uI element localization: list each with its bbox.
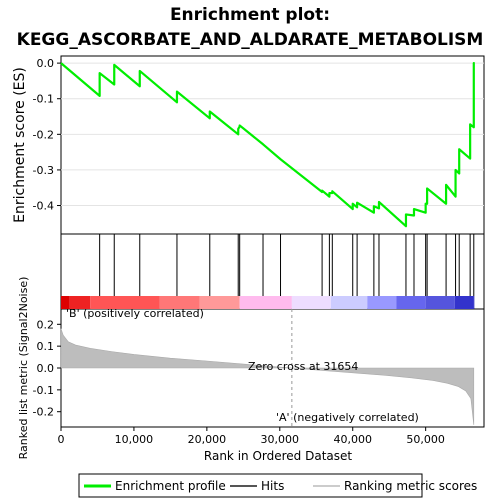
ranking-metric-area xyxy=(60,328,475,425)
x-tick-label: 20,000 xyxy=(188,433,227,446)
color-band-segment xyxy=(367,296,397,309)
es-gridlines xyxy=(61,62,484,207)
metric-y-axis-label: Ranked list metric (Signal2Noise) xyxy=(17,277,30,460)
es-y-axis: 0.0 -0.1 -0.2 -0.3 -0.4 xyxy=(33,57,61,213)
es-y-tick-label: 0.0 xyxy=(37,57,55,70)
color-band-segment xyxy=(454,296,474,309)
ranking-metric-series xyxy=(60,309,475,427)
color-band-segment xyxy=(61,296,70,309)
legend-label-hits: Hits xyxy=(261,479,284,493)
color-band-segment xyxy=(425,296,455,309)
color-band-segment xyxy=(199,296,240,309)
color-band-segment xyxy=(473,296,475,309)
x-tick-label: 0 xyxy=(58,433,65,446)
positive-correlation-label: 'B' (positively correlated) xyxy=(66,307,204,320)
x-tick-label: 50,000 xyxy=(406,433,445,446)
enrichment-profile-series xyxy=(60,62,475,228)
color-band-segment xyxy=(69,296,91,309)
color-band-segment xyxy=(291,296,331,309)
es-y-axis-label: Enrichment score (ES) xyxy=(12,67,28,223)
color-band-segment xyxy=(239,296,292,309)
es-panel-frame xyxy=(60,55,485,235)
legend: Enrichment profile Hits Ranking metric s… xyxy=(78,473,477,498)
es-y-tick-label: -0.3 xyxy=(33,164,54,177)
es-y-tick-label: -0.4 xyxy=(33,200,54,213)
metric-y-axis: 0.2 0.1 0.0 -0.1 -0.2 xyxy=(33,318,61,419)
metric-y-tick-label: 0.2 xyxy=(37,318,55,331)
chart-title-line1: Enrichment plot: xyxy=(170,5,330,25)
x-tick-label: 40,000 xyxy=(333,433,372,446)
es-y-tick-label: -0.1 xyxy=(33,93,54,106)
metric-y-tick-label: 0.0 xyxy=(37,362,55,375)
x-axis: 0 10,000 20,000 30,000 40,000 50,000 xyxy=(58,427,445,446)
metric-y-tick-label: 0.1 xyxy=(37,340,55,353)
metric-y-tick-label: -0.1 xyxy=(33,384,54,397)
negative-correlation-label: 'A' (negatively correlated) xyxy=(276,411,419,424)
x-axis-label: Rank in Ordered Dataset xyxy=(204,449,352,463)
es-y-tick-label: -0.2 xyxy=(33,128,54,141)
color-band-segment xyxy=(90,296,160,309)
enrichment-profile-line xyxy=(60,62,475,228)
x-tick-label: 30,000 xyxy=(261,433,300,446)
metric-y-tick-label: -0.2 xyxy=(33,406,54,419)
zero-cross-label: Zero cross at 31654 xyxy=(248,360,358,373)
color-band-segment xyxy=(396,296,426,309)
x-tick-label: 10,000 xyxy=(115,433,154,446)
hit-marks xyxy=(99,234,475,296)
color-band-segment xyxy=(159,296,200,309)
rank-color-band xyxy=(61,296,475,309)
color-band-segment xyxy=(330,296,368,309)
legend-label-enrichment-profile: Enrichment profile xyxy=(115,479,226,493)
legend-label-ranking-metric-scores: Ranking metric scores xyxy=(344,479,477,493)
chart-title-line2: KEGG_ASCORBATE_AND_ALDARATE_METABOLISM xyxy=(17,30,484,50)
